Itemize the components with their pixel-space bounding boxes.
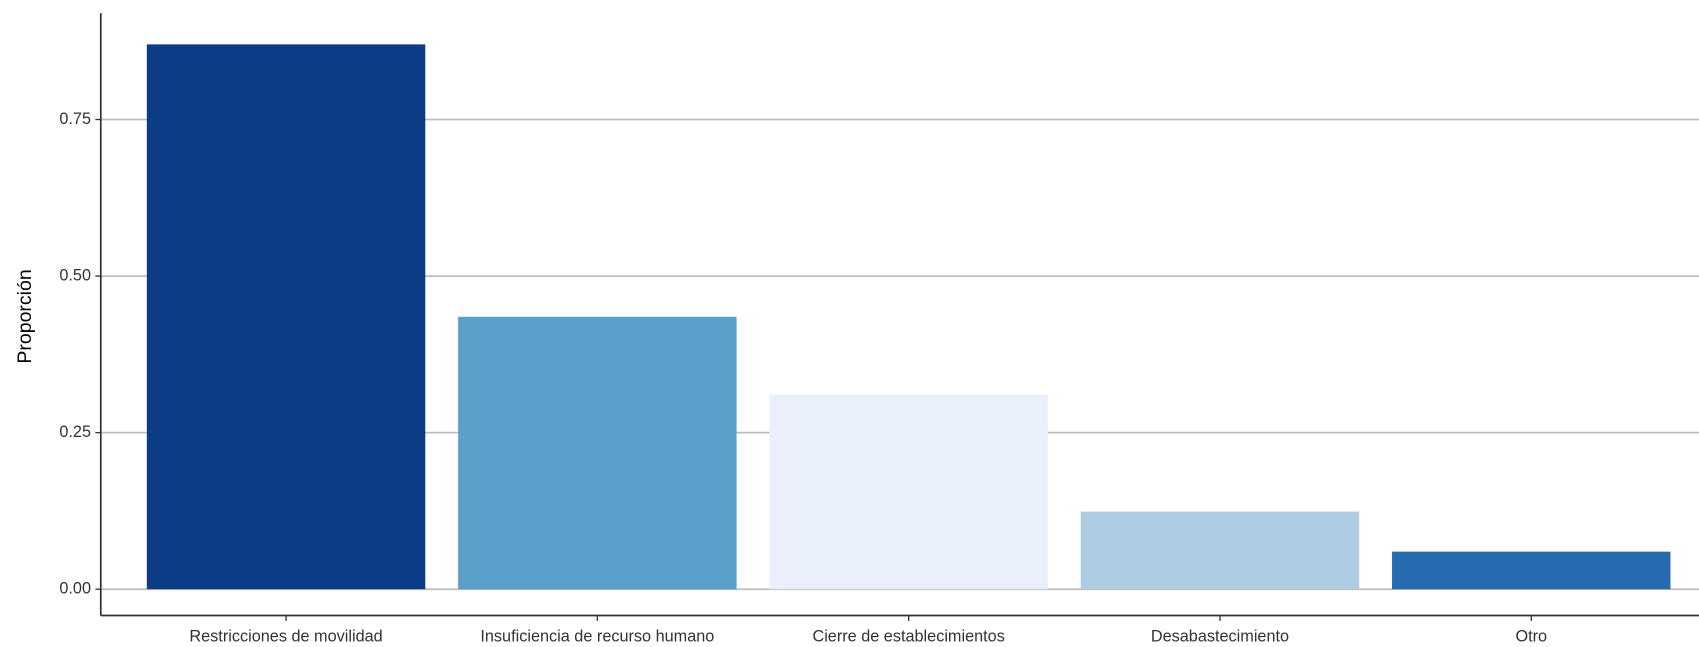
y-tick-label: 0.25 [59,423,91,441]
y-tick-label: 0.00 [59,580,91,598]
bar [769,394,1048,590]
bar [1080,511,1360,590]
x-tick-label: Otro [1515,627,1547,645]
bar [1392,551,1671,590]
x-tick-label: Restricciones de movilidad [189,627,382,645]
y-axis-label: Proporción [14,269,36,363]
y-tick-label: 0.50 [59,266,91,284]
x-tick-label: Cierre de establecimientos [812,627,1004,645]
bar [458,316,737,590]
x-tick-label: Insuficiencia de recurso humano [480,627,714,645]
x-tick-label: Desabastecimiento [1151,627,1289,645]
y-tick-label: 0.75 [59,110,91,128]
bar [146,44,426,590]
